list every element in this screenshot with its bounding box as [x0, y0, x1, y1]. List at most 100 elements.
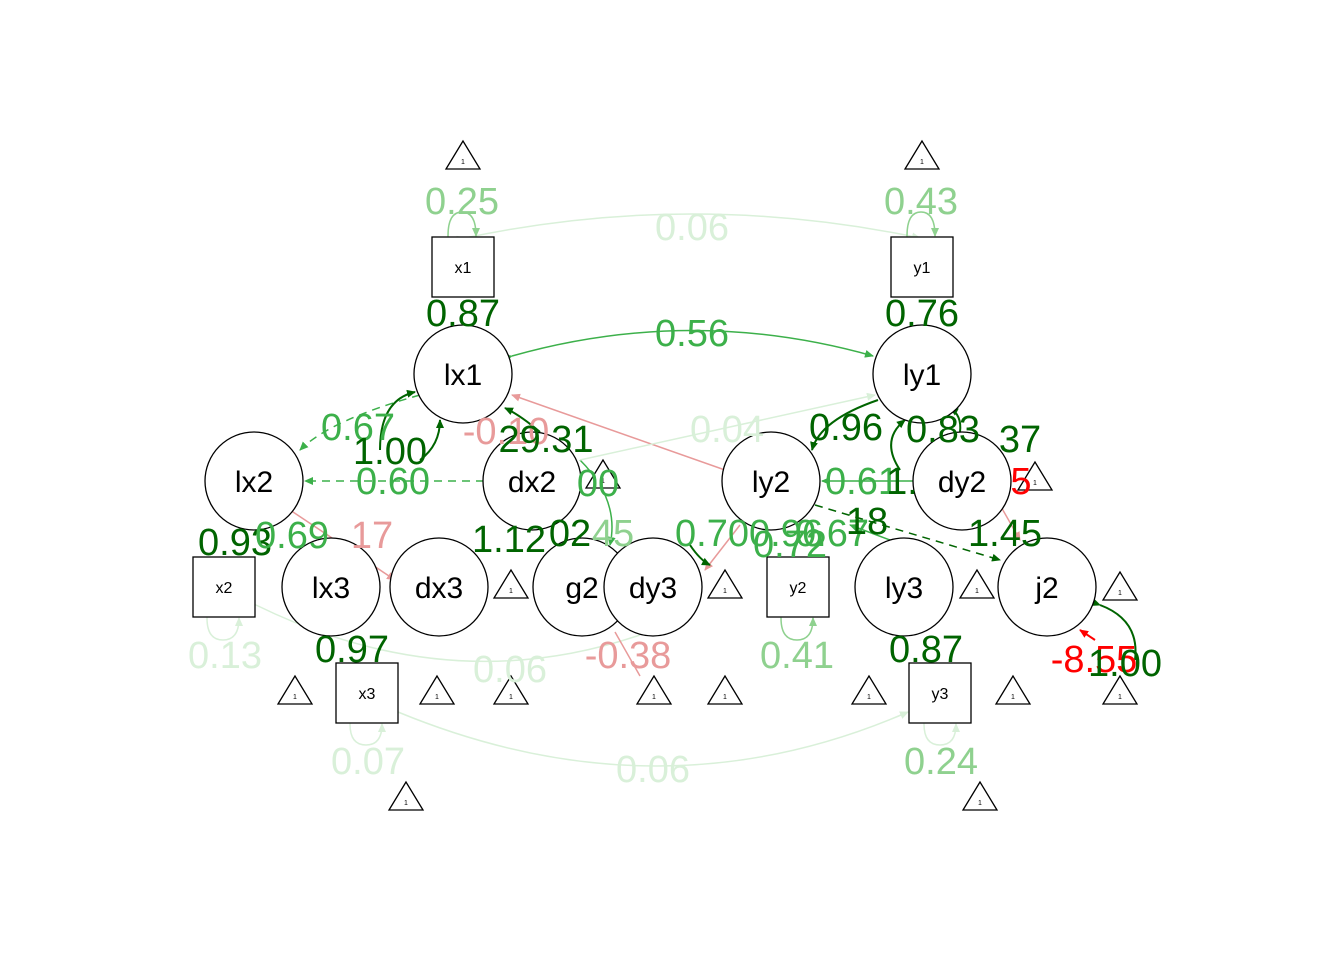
svg-text:y3: y3	[932, 686, 949, 703]
label-dy2-j2: 1.45	[968, 513, 1042, 555]
edge-j2-self	[1091, 598, 1137, 661]
label-dx2-dx3: 1.12	[472, 519, 546, 561]
label-var-x1: 0.25	[425, 181, 499, 223]
edge-lx3-lx1	[379, 389, 416, 451]
edge-ly2-lx1	[511, 393, 726, 471]
latent-dy2: dy2	[912, 431, 1012, 531]
svg-text:1: 1	[1118, 590, 1122, 597]
latent-dy3: dy3	[603, 537, 703, 637]
svg-text:1: 1	[1033, 480, 1037, 487]
var-y2	[776, 609, 817, 641]
latent-nodes: lx1 ly1 lx2 dx2 ly2 dy2 lx3 dx3 g2 dy3 l…	[204, 324, 1097, 637]
label-var-y2: 0.41	[760, 635, 834, 677]
latent-ly1: ly1	[872, 324, 972, 424]
edge-dx2-ly1	[579, 392, 876, 461]
var-y1	[902, 211, 939, 245]
edge-ly1-ly2	[810, 399, 879, 451]
svg-text:dx2: dx2	[508, 466, 556, 499]
label-cov-lx1-ly1: 0.56	[655, 313, 729, 355]
edge-g2-dy3	[689, 544, 711, 566]
manifest-x3: x3	[335, 662, 399, 724]
svg-text:1: 1	[404, 800, 408, 807]
label-dx2-lx2: 0.60	[356, 461, 430, 503]
triangle-dx3: 1	[492, 568, 530, 599]
manifest-x2: x2	[192, 556, 256, 618]
svg-text:lx2: lx2	[235, 466, 273, 499]
intercept-triangles: 1 1 1 1 1 1 1 1 1 1 1 1 1 1 1 1 1 1	[276, 139, 1139, 811]
latent-ly3: ly3	[854, 537, 954, 637]
label-var-y1: 0.43	[884, 181, 958, 223]
svg-text:1: 1	[920, 159, 924, 166]
svg-text:x1: x1	[455, 260, 472, 277]
label-cov-x3-y3: 0.06	[616, 749, 690, 791]
label-dy2-self: 37	[999, 419, 1041, 461]
triangle-y2-low: 1	[706, 674, 744, 705]
latent-dx3: dx3	[389, 537, 489, 637]
triangle-dy2: 1	[1016, 460, 1054, 491]
latent-lx2: lx2	[204, 431, 304, 531]
svg-text:1: 1	[293, 694, 297, 701]
svg-text:y1: y1	[914, 260, 931, 277]
label-var-x2: 0.13	[188, 635, 262, 677]
manifest-x1: x1	[431, 236, 495, 298]
edge-j2-red	[1079, 629, 1096, 641]
svg-text:x3: x3	[359, 686, 376, 703]
svg-text:1: 1	[601, 478, 605, 485]
label-dy2-ly1: 0.83	[906, 409, 980, 451]
label-load-lx3-x3: 0.97	[315, 629, 389, 671]
triangle-y1: 1	[903, 139, 941, 170]
label-ly2-ly3: 0.67	[795, 513, 869, 555]
label-j2-red: -8.55	[1051, 639, 1138, 681]
label-ly2-j2: 18	[846, 501, 888, 543]
triangle-dy3: 1	[706, 568, 744, 599]
edge-dx2-lx1b	[504, 407, 541, 433]
label-dy2-ly2b: 1.	[886, 461, 918, 503]
label-ly2-y2b: 0.72	[753, 524, 827, 566]
svg-text:1: 1	[509, 694, 513, 701]
label-lx2-lx3: 0.69	[255, 515, 329, 557]
triangle-y3-right: 1	[994, 674, 1032, 705]
svg-text:1: 1	[435, 694, 439, 701]
edge-dx2-dy3	[579, 459, 616, 546]
label-load-lx1-x1: 0.87	[426, 293, 500, 335]
label-lx3-lx1: 1.00	[353, 431, 427, 473]
triangle-j2: 1	[1101, 570, 1139, 601]
svg-text:dx3: dx3	[415, 572, 463, 605]
latent-j2: j2	[997, 537, 1097, 637]
latent-ly2: ly2	[721, 431, 821, 531]
label-ly1-ly2: 0.96	[809, 407, 883, 449]
edge-lx1-ly1	[503, 329, 874, 363]
manifest-y2: y2	[766, 556, 830, 618]
var-x2	[202, 609, 243, 641]
label-dy2-ly2: 0.61	[825, 461, 899, 503]
label-ly2-lx1: -0.10	[463, 411, 550, 453]
triangle-y3: 1	[961, 780, 999, 811]
svg-text:ly2: ly2	[752, 466, 790, 499]
svg-text:lx3: lx3	[312, 572, 350, 605]
label-load-ly1-y1: 0.76	[885, 293, 959, 335]
edge-x1-y1	[456, 213, 921, 244]
svg-text:dy3: dy3	[629, 572, 677, 605]
label-var-x3: 0.07	[331, 741, 405, 783]
latent-dx2: dx2	[482, 431, 582, 531]
edge-dy2-j2	[999, 504, 1021, 541]
edge-ly2-j2	[814, 504, 1001, 562]
edge-ly3-dx	[849, 524, 891, 541]
label-dx2-self: 29.31	[498, 419, 593, 461]
svg-text:dy2: dy2	[938, 466, 986, 499]
svg-text:1: 1	[975, 588, 979, 595]
triangle-x3-right: 1	[418, 674, 456, 705]
svg-text:lx1: lx1	[444, 359, 482, 392]
svg-text:1: 1	[461, 159, 465, 166]
label-cov-x1-y1: 0.06	[655, 207, 729, 249]
label-lx2-dx3: 17	[351, 515, 393, 557]
triangle-x3: 1	[387, 780, 425, 811]
edge-lx1-lx2	[299, 394, 421, 451]
label-dx2-g2: 02	[549, 513, 591, 555]
svg-text:1: 1	[1011, 694, 1015, 701]
label-dy2-red: 5	[1010, 461, 1031, 503]
manifest-nodes: x1 y1 x2 y2 x3 y3	[192, 236, 972, 724]
manifest-y1: y1	[890, 236, 954, 298]
manifest-y3: y3	[908, 662, 972, 724]
